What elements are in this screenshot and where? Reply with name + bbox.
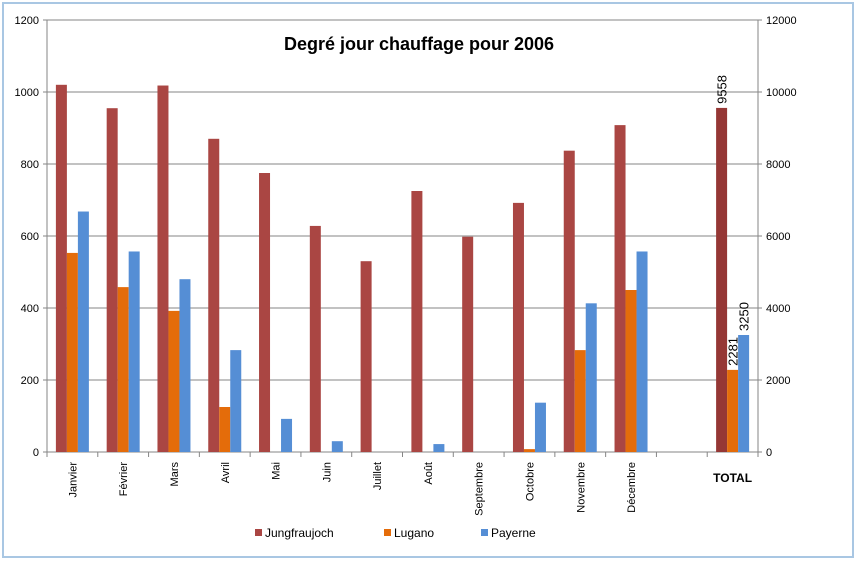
x-tick-label: Novembre [575, 462, 587, 513]
x-tick-label: Septembre [474, 462, 486, 516]
legend-swatch [384, 529, 391, 536]
bar-jungfraujoch [462, 236, 474, 452]
bar-jungfraujoch [55, 84, 67, 453]
x-tick-label: Octobre [524, 462, 536, 501]
total-data-label: 3250 [737, 302, 752, 331]
bar-jungfraujoch [157, 85, 169, 453]
bar-lugano [66, 252, 78, 452]
bar-payerne [331, 441, 343, 452]
y-tick-label: 1200 [15, 15, 39, 27]
bar-lugano [168, 310, 180, 452]
bar-jungfraujoch [411, 191, 423, 452]
x-tick-label: Avril [220, 462, 232, 483]
bar-jungfraujoch [259, 173, 271, 452]
chart-title: Degré jour chauffage pour 2006 [284, 34, 554, 54]
bar-jungfraujoch [208, 138, 220, 453]
bar-lugano [117, 287, 129, 452]
x-tick-label: Mai [271, 462, 283, 480]
y2-tick-label: 4000 [766, 303, 790, 315]
total-bar [727, 369, 739, 452]
y2-tick-label: 10000 [766, 87, 797, 99]
bar-payerne [179, 279, 191, 452]
x-tick-label: Février [118, 462, 130, 497]
x-tick-label: Mars [169, 462, 181, 487]
chart-window-frame [2, 2, 854, 558]
legend-label: Payerne [491, 526, 536, 540]
y-tick-label: 200 [21, 375, 39, 387]
bar-lugano [523, 449, 535, 452]
bar-payerne [281, 418, 293, 452]
y-tick-label: 0 [33, 447, 39, 459]
x-tick-label: Janvier [67, 462, 79, 498]
y-tick-label: 600 [21, 231, 39, 243]
bar-jungfraujoch [512, 202, 524, 452]
x-tick-label: Juillet [372, 462, 384, 490]
x-tick-label: Juin [321, 462, 333, 482]
bar-payerne [128, 251, 140, 452]
bar-jungfraujoch [563, 150, 575, 452]
y-tick-label: 1000 [15, 87, 39, 99]
bar-lugano [574, 350, 586, 452]
x-tick-label: Août [423, 462, 435, 485]
bar-payerne [534, 402, 546, 452]
bar-lugano [219, 407, 231, 452]
y-tick-label: 800 [21, 159, 39, 171]
y2-tick-label: 8000 [766, 159, 790, 171]
y2-tick-label: 6000 [766, 231, 790, 243]
bar-jungfraujoch [106, 108, 118, 452]
bar-lugano [625, 290, 637, 452]
x-tick-label: Décembre [626, 462, 638, 513]
bar-jungfraujoch [309, 225, 321, 452]
bar-payerne [230, 350, 242, 452]
bar-payerne [433, 444, 445, 452]
bar-payerne [585, 303, 597, 452]
total-data-label: 9558 [715, 75, 730, 104]
x-tick-label-total: TOTAL [713, 471, 752, 485]
legend-label: Jungfraujoch [265, 526, 334, 540]
total-bar [738, 335, 750, 452]
total-data-label: 2281 [726, 337, 741, 366]
bar-payerne [77, 211, 89, 452]
legend-label: Lugano [394, 526, 434, 540]
bar-jungfraujoch [360, 261, 372, 452]
y-tick-label: 400 [21, 303, 39, 315]
legend-swatch [481, 529, 488, 536]
y2-tick-label: 2000 [766, 375, 790, 387]
y2-tick-label: 12000 [766, 15, 797, 27]
legend-swatch [255, 529, 262, 536]
y2-tick-label: 0 [766, 447, 772, 459]
bar-payerne [636, 251, 648, 452]
bar-jungfraujoch [614, 125, 626, 453]
total-bar [716, 107, 728, 453]
